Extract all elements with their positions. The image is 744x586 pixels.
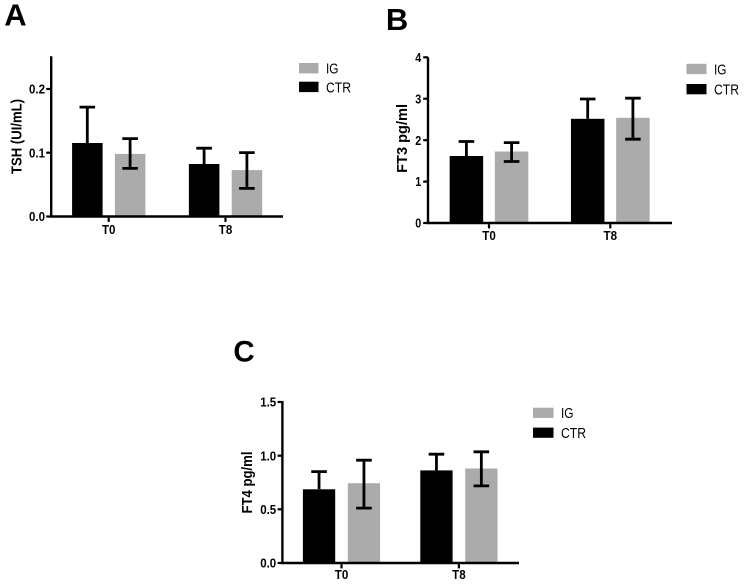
svg-text:0.1: 0.1 — [29, 145, 45, 160]
svg-text:0.0: 0.0 — [260, 556, 276, 571]
svg-text:T8: T8 — [452, 567, 466, 582]
svg-text:2: 2 — [415, 133, 421, 148]
svg-text:T0: T0 — [102, 222, 116, 237]
svg-text:T0: T0 — [335, 567, 349, 582]
svg-text:CTR: CTR — [561, 425, 586, 442]
svg-text:1: 1 — [415, 174, 421, 189]
svg-text:A: A — [4, 0, 26, 33]
svg-text:0.0: 0.0 — [29, 209, 45, 224]
svg-text:IG: IG — [714, 61, 727, 78]
svg-text:0.5: 0.5 — [260, 502, 276, 517]
svg-text:CTR: CTR — [326, 79, 351, 96]
svg-text:CTR: CTR — [714, 81, 739, 98]
svg-text:3: 3 — [415, 91, 421, 106]
svg-text:1.5: 1.5 — [260, 395, 276, 410]
svg-text:IG: IG — [326, 61, 339, 78]
svg-text:4: 4 — [415, 50, 422, 65]
svg-text:IG: IG — [561, 405, 574, 422]
svg-text:T8: T8 — [604, 228, 618, 243]
svg-text:B: B — [386, 2, 408, 37]
svg-text:0.2: 0.2 — [29, 82, 45, 97]
svg-text:C: C — [233, 336, 254, 369]
svg-text:TSH (UI/mL): TSH (UI/mL) — [9, 99, 26, 174]
svg-text:T0: T0 — [482, 228, 496, 243]
svg-text:FT4 pg/ml: FT4 pg/ml — [240, 452, 256, 514]
svg-text:0: 0 — [415, 216, 421, 231]
svg-text:1.0: 1.0 — [260, 448, 276, 463]
svg-text:FT3 pg/ml: FT3 pg/ml — [394, 104, 411, 173]
svg-text:T8: T8 — [219, 222, 233, 237]
